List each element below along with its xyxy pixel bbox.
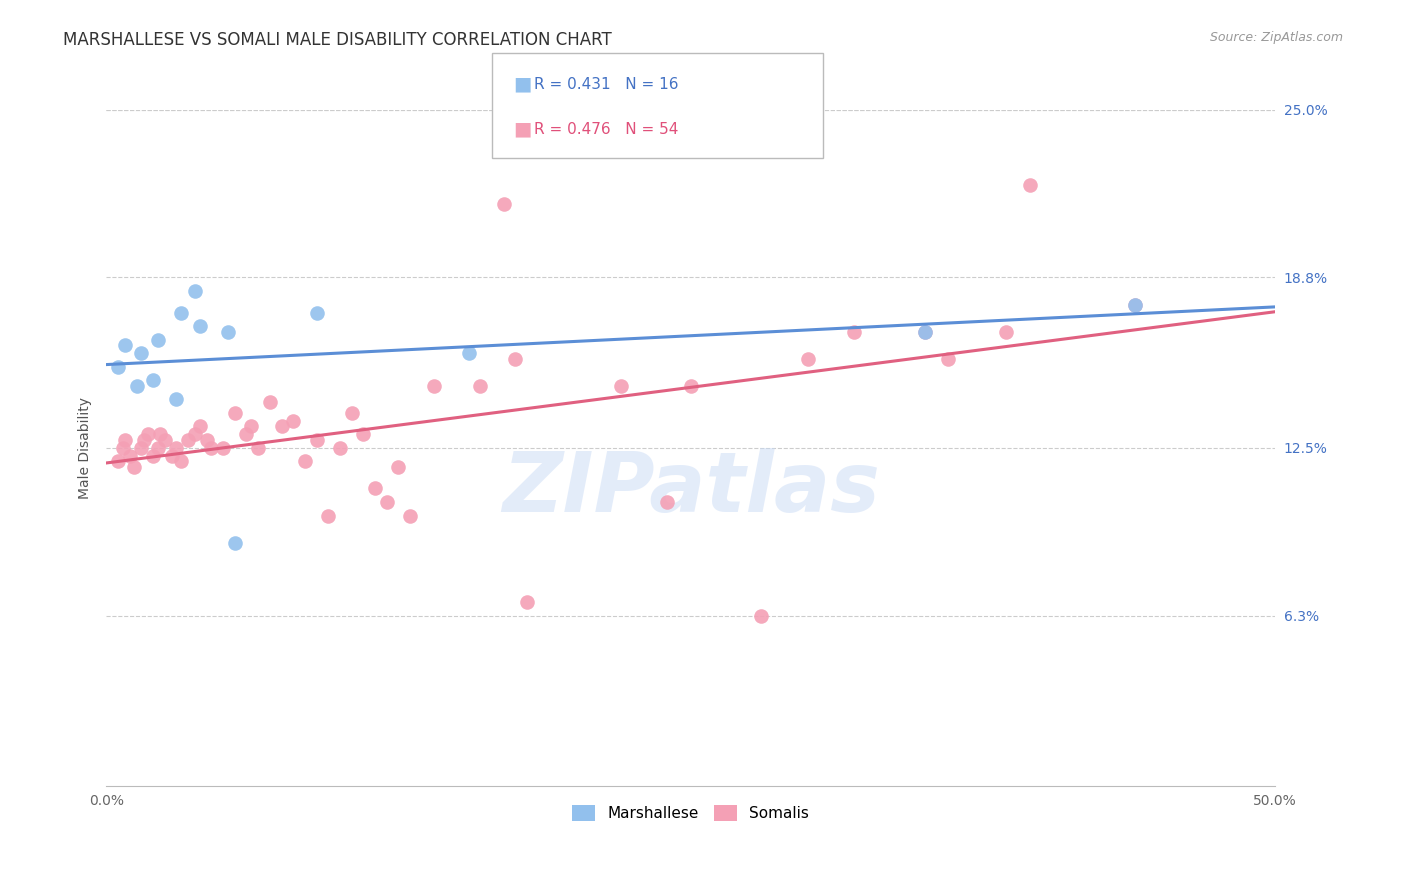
Text: ZIPatlas: ZIPatlas <box>502 448 880 529</box>
Point <box>270 419 292 434</box>
Point <box>1018 178 1040 193</box>
Point <box>184 427 207 442</box>
Point <box>844 325 866 339</box>
Point <box>1123 297 1146 311</box>
Point <box>114 338 136 352</box>
Point <box>132 433 155 447</box>
Point <box>749 608 772 623</box>
Text: R = 0.476   N = 54: R = 0.476 N = 54 <box>534 122 679 136</box>
Point <box>283 414 305 428</box>
Point <box>936 351 959 366</box>
Point <box>914 325 936 339</box>
Point <box>129 346 152 360</box>
Point <box>305 305 328 319</box>
Point <box>340 406 363 420</box>
Point <box>107 359 129 374</box>
Point <box>457 346 479 360</box>
Point <box>107 454 129 468</box>
Point <box>184 284 207 298</box>
Point <box>111 441 134 455</box>
Point <box>114 433 136 447</box>
Text: ■: ■ <box>513 120 531 139</box>
Point <box>142 449 165 463</box>
Point <box>200 441 222 455</box>
Point <box>177 433 200 447</box>
Point <box>136 427 159 442</box>
Text: R = 0.431   N = 16: R = 0.431 N = 16 <box>534 77 679 92</box>
Point <box>1123 297 1146 311</box>
Point <box>247 441 270 455</box>
Point <box>149 427 172 442</box>
Point <box>224 535 246 549</box>
Point <box>170 305 193 319</box>
Point <box>146 441 169 455</box>
Point <box>352 427 374 442</box>
Point <box>142 373 165 387</box>
Point <box>422 378 444 392</box>
Point <box>118 449 141 463</box>
Point <box>195 433 218 447</box>
Text: MARSHALLESE VS SOMALI MALE DISABILITY CORRELATION CHART: MARSHALLESE VS SOMALI MALE DISABILITY CO… <box>63 31 612 49</box>
Point <box>399 508 422 523</box>
Y-axis label: Male Disability: Male Disability <box>79 397 93 499</box>
Point <box>240 419 263 434</box>
Point <box>188 319 211 334</box>
Point <box>316 508 339 523</box>
Point <box>188 419 211 434</box>
Legend: Marshallese, Somalis: Marshallese, Somalis <box>567 799 815 827</box>
Point <box>259 395 281 409</box>
Point <box>492 197 515 211</box>
Point <box>170 454 193 468</box>
Point <box>125 378 148 392</box>
Point <box>679 378 702 392</box>
Point <box>294 454 316 468</box>
Point <box>212 441 235 455</box>
Point <box>224 406 246 420</box>
Point <box>505 351 527 366</box>
Point <box>146 333 169 347</box>
Point <box>122 459 145 474</box>
Point <box>364 482 387 496</box>
Point <box>235 427 257 442</box>
Point <box>796 351 818 366</box>
Point <box>387 459 409 474</box>
Point <box>160 449 183 463</box>
Point <box>516 595 538 609</box>
Point <box>375 495 398 509</box>
Point <box>914 325 936 339</box>
Point <box>165 441 187 455</box>
Point <box>657 495 679 509</box>
Point <box>129 441 152 455</box>
Point <box>470 378 492 392</box>
Text: ■: ■ <box>513 75 531 94</box>
Point <box>217 325 239 339</box>
Point <box>165 392 187 407</box>
Point <box>305 433 328 447</box>
Point <box>995 325 1018 339</box>
Text: Source: ZipAtlas.com: Source: ZipAtlas.com <box>1209 31 1343 45</box>
Point <box>609 378 631 392</box>
Point <box>329 441 352 455</box>
Point <box>153 433 176 447</box>
